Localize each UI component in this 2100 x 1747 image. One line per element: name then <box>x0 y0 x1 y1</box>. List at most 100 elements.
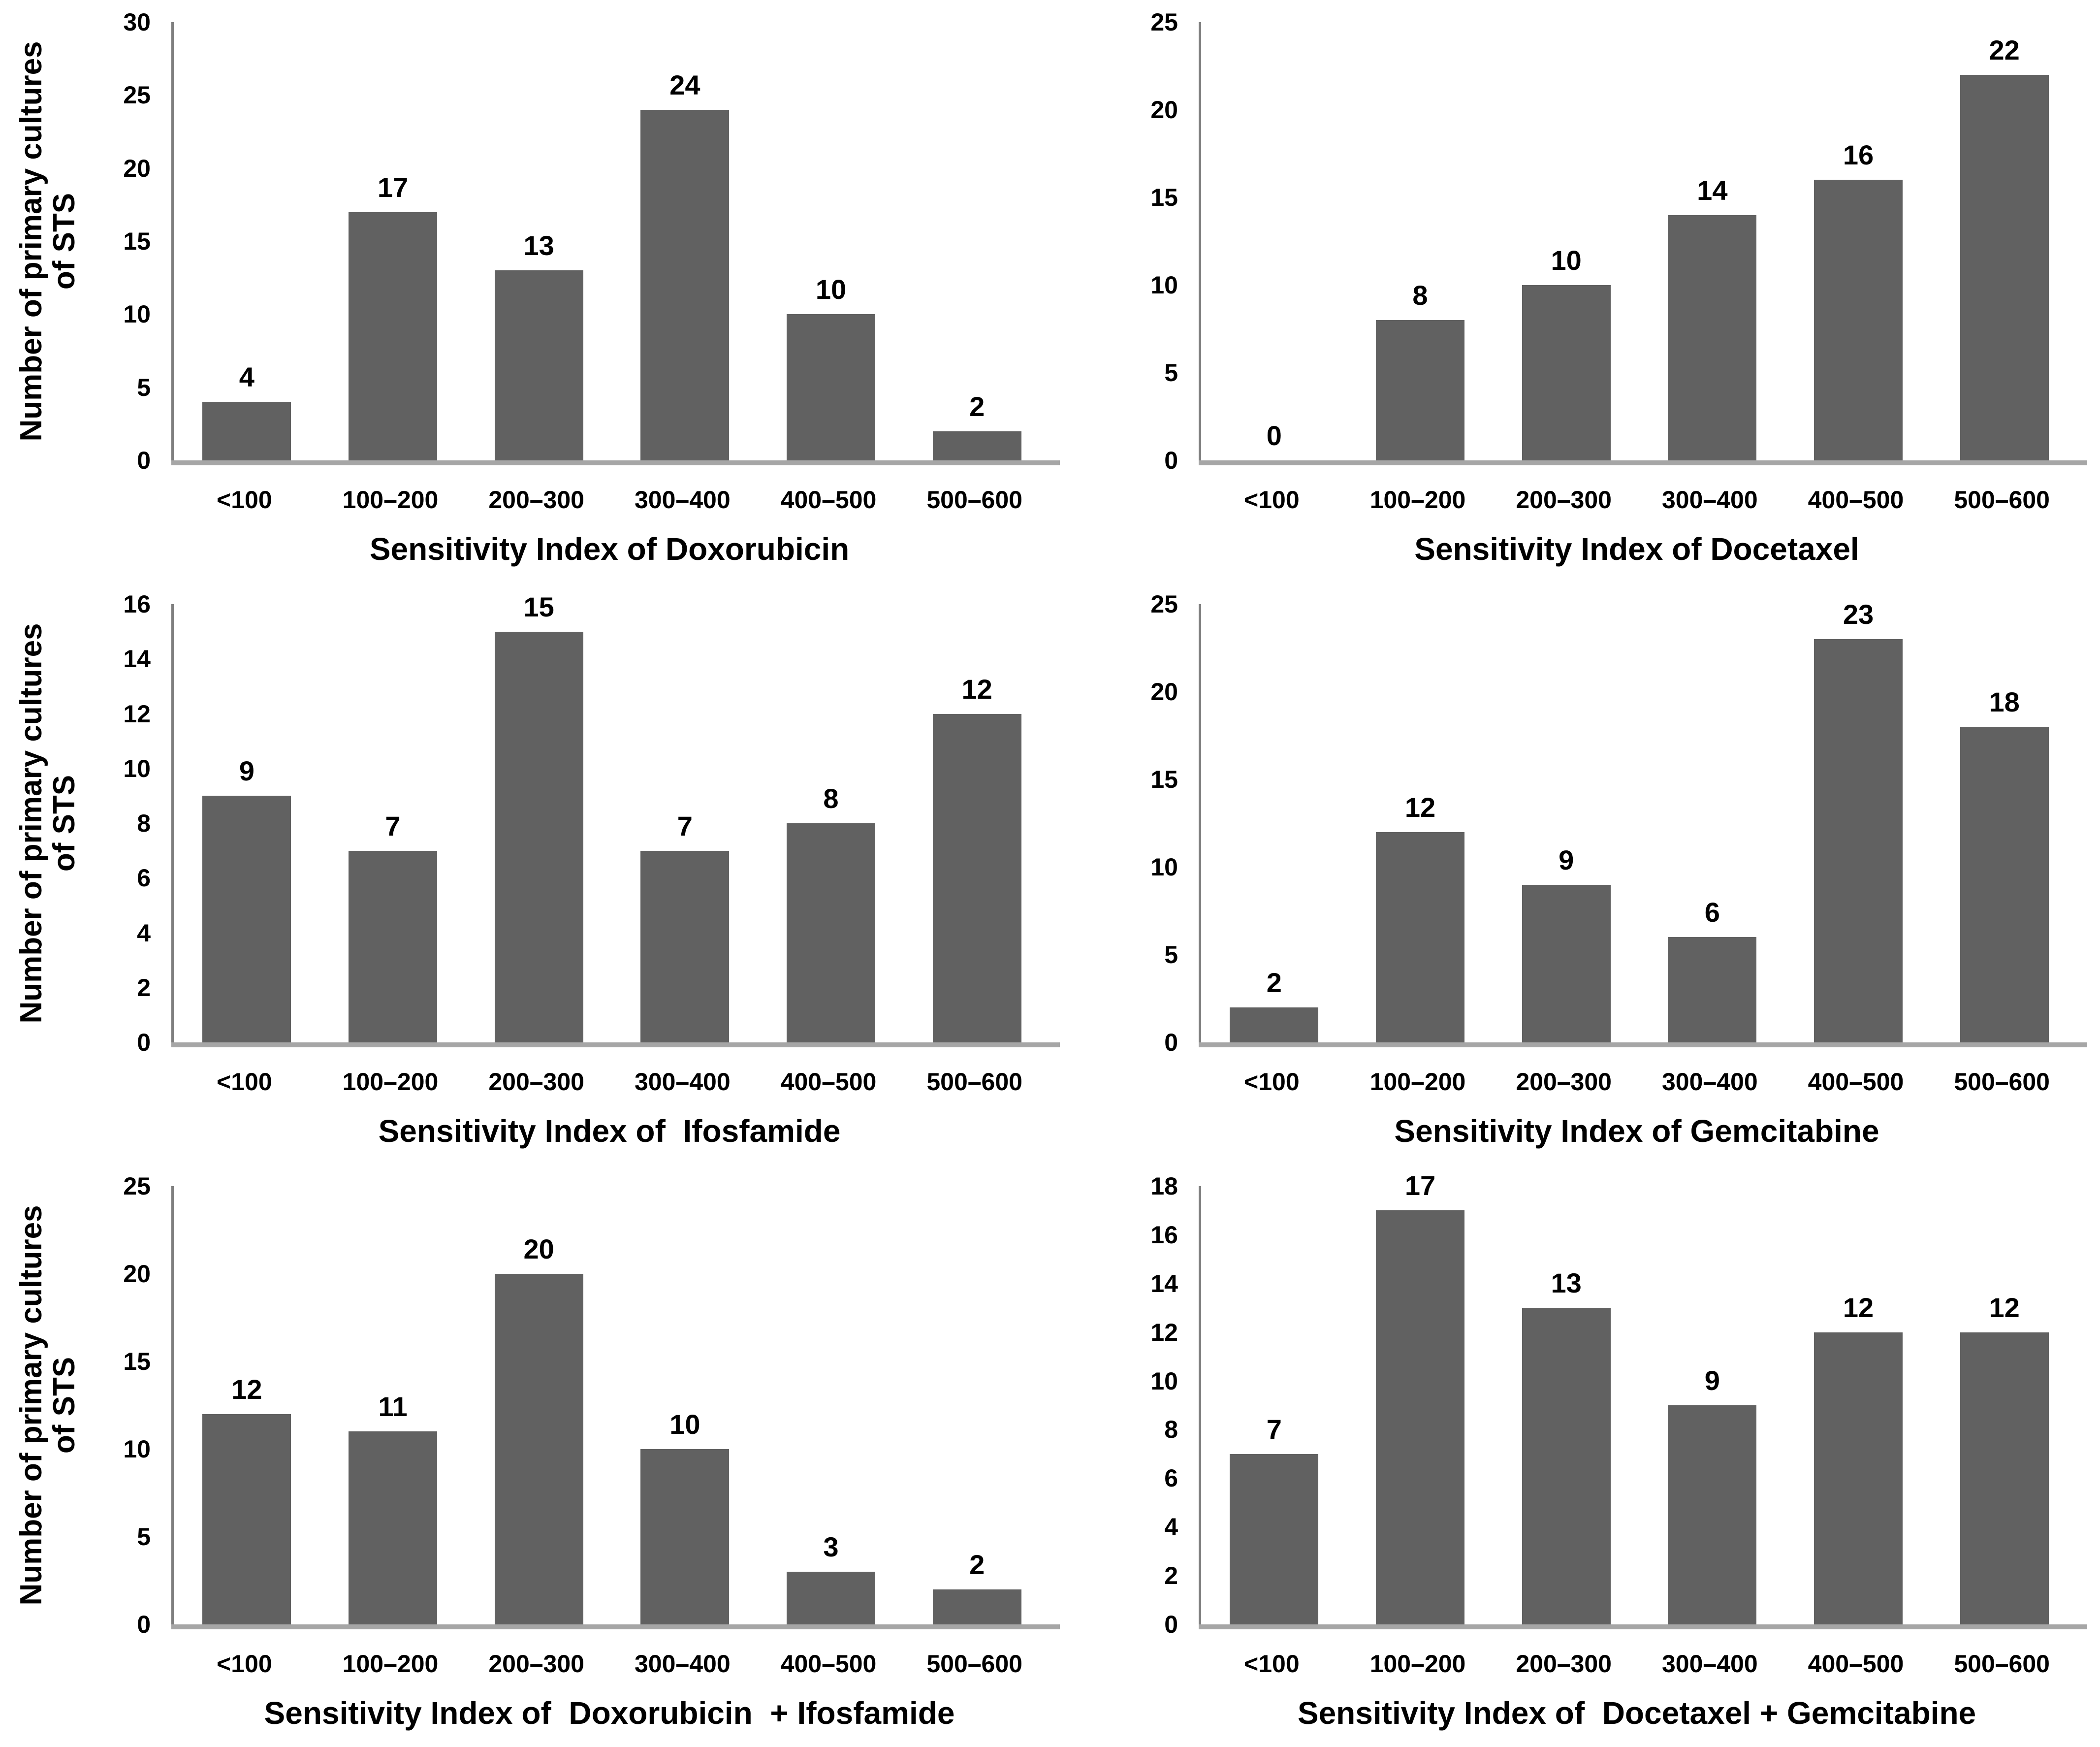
bars-container: 0 8 10 14 16 22 <box>1201 22 2077 460</box>
bar <box>1668 1405 1757 1624</box>
y-tick-label: 0 <box>1164 1611 1178 1638</box>
y-tick-label: 4 <box>1164 1513 1178 1541</box>
x-tick-label: <100 <box>1244 1650 1300 1678</box>
bars-container: 12 11 20 10 3 2 <box>174 1186 1050 1624</box>
x-tick-label: 300–400 <box>635 1068 731 1096</box>
x-tick-label: 200–300 <box>488 1650 584 1678</box>
bar-value-label: 12 <box>231 1373 262 1405</box>
bar-value-label: 13 <box>523 230 554 261</box>
y-tick-label: 16 <box>1150 1221 1178 1249</box>
bar <box>787 1572 875 1624</box>
y-tick-label: 20 <box>123 1260 151 1288</box>
bar <box>932 431 1021 460</box>
y-axis-title-line1: Number of primary cultures <box>14 623 48 1024</box>
bar-value-label: 12 <box>1843 1292 1874 1323</box>
x-tick-label: 400–500 <box>780 1650 877 1678</box>
bar-value-label: 7 <box>1266 1413 1282 1445</box>
bar <box>349 212 437 460</box>
x-tick-label: <100 <box>217 1068 272 1096</box>
bar-value-label: 9 <box>239 755 255 787</box>
y-tick-label: 5 <box>137 373 151 401</box>
bar <box>1960 727 2049 1042</box>
bar <box>349 850 437 1042</box>
bar <box>1960 74 2049 460</box>
chart-gemcitabine: 0 5 10 15 20 25 2 12 9 6 23 18 <100 100–200 200–300 3… <box>1050 582 2100 1164</box>
y-tick-label: 25 <box>1150 8 1178 36</box>
y-axis-ticks: 0 2 4 6 8 10 12 14 16 18 <box>1093 1172 1184 1638</box>
bar-value-label: 8 <box>1412 280 1428 311</box>
x-tick-label: 300–400 <box>1662 1068 1758 1096</box>
bar-value-label: 24 <box>669 69 700 100</box>
bar <box>202 402 291 460</box>
bar <box>494 270 583 460</box>
bar-value-label: 13 <box>1551 1267 1582 1299</box>
bar-value-label: 16 <box>1843 139 1874 171</box>
y-tick-label: 15 <box>1150 766 1178 793</box>
bar-value-label: 7 <box>677 810 693 841</box>
x-tick-label: 300–400 <box>635 486 731 514</box>
bar-value-label: 12 <box>1404 791 1436 823</box>
y-tick-label: 0 <box>137 447 151 474</box>
x-tick-label: 400–500 <box>1808 1650 1904 1678</box>
x-tick-label: <100 <box>217 1650 272 1678</box>
y-tick-label: 14 <box>123 645 151 673</box>
bar-value-label: 22 <box>1989 34 2020 65</box>
bar-value-label: 9 <box>1559 844 1574 875</box>
bar-value-label: 3 <box>823 1531 839 1563</box>
x-tick-label: 100–200 <box>342 1650 439 1678</box>
y-tick-label: 12 <box>1150 1318 1178 1346</box>
y-axis-ticks: 0 5 10 15 20 25 <box>65 1172 157 1638</box>
x-axis-line <box>1199 460 2087 465</box>
y-tick-label: 15 <box>1150 184 1178 211</box>
x-axis-ticks: <100 100–200 200–300 300–400 400–500 500–600 <box>1199 1649 2075 1679</box>
x-tick-label: 200–300 <box>1516 1650 1612 1678</box>
x-axis-ticks: <100 100–200 200–300 300–400 400–500 500–600 <box>1199 485 2075 515</box>
bar <box>932 1589 1021 1624</box>
bar-value-label: 12 <box>1989 1292 2020 1323</box>
bar <box>1814 639 1903 1042</box>
bar-value-label: 10 <box>815 274 847 305</box>
x-axis-line <box>1199 1624 2087 1629</box>
x-tick-label: 500–600 <box>1954 1068 2050 1096</box>
bar <box>640 850 730 1042</box>
bar-value-label: 15 <box>523 591 554 622</box>
bar <box>1960 1332 2049 1624</box>
y-axis-ticks: 0 5 10 15 20 25 <box>1093 590 1184 1056</box>
x-tick-label: 100–200 <box>1369 1650 1466 1678</box>
y-tick-label: 10 <box>123 300 151 328</box>
bar <box>1814 1332 1903 1624</box>
plot-area: 0 2 4 6 8 10 12 14 16 18 7 17 13 9 12 12 <box>1150 1170 2087 1638</box>
y-tick-label: 8 <box>1164 1416 1178 1444</box>
bar <box>494 631 583 1042</box>
y-tick-label: 8 <box>137 809 151 837</box>
x-tick-label: 200–300 <box>1516 486 1612 514</box>
x-tick-label: 100–200 <box>342 486 439 514</box>
x-tick-label: 500–600 <box>926 1068 1022 1096</box>
y-tick-label: 10 <box>123 754 151 782</box>
x-tick-label: 400–500 <box>780 1068 877 1096</box>
y-tick-label: 0 <box>1164 1029 1178 1056</box>
y-tick-label: 16 <box>123 590 151 618</box>
x-axis-title: Sensitivity Index of Ifosfamide <box>378 1113 841 1149</box>
bar <box>494 1274 583 1624</box>
bar-value-label: 17 <box>377 171 409 203</box>
y-axis-title-line1: Number of primary cultures <box>14 41 48 442</box>
y-tick-label: 0 <box>137 1611 151 1638</box>
chart-docetaxel: 0 5 10 15 20 25 0 8 10 14 16 22 <100 100–200 200–300… <box>1050 0 2100 582</box>
bar-value-label: 2 <box>969 1549 985 1580</box>
bar <box>1668 215 1757 460</box>
bar-value-label: 12 <box>961 673 992 705</box>
x-tick-label: 400–500 <box>780 486 877 514</box>
y-tick-label: 15 <box>123 227 151 255</box>
x-tick-label: 500–600 <box>1954 486 2050 514</box>
x-axis-title: Sensitivity Index of Doxorubicin + Ifosf… <box>264 1695 955 1731</box>
bar-value-label: 20 <box>523 1233 554 1264</box>
y-tick-label: 6 <box>1164 1464 1178 1492</box>
bar <box>787 823 875 1042</box>
x-axis-title: Sensitivity Index of Docetaxel + Gemcita… <box>1297 1695 1976 1731</box>
bar <box>1376 1210 1464 1624</box>
x-tick-label: 300–400 <box>635 1650 731 1678</box>
x-axis-line <box>171 1042 1060 1047</box>
y-tick-label: 0 <box>1164 447 1178 474</box>
